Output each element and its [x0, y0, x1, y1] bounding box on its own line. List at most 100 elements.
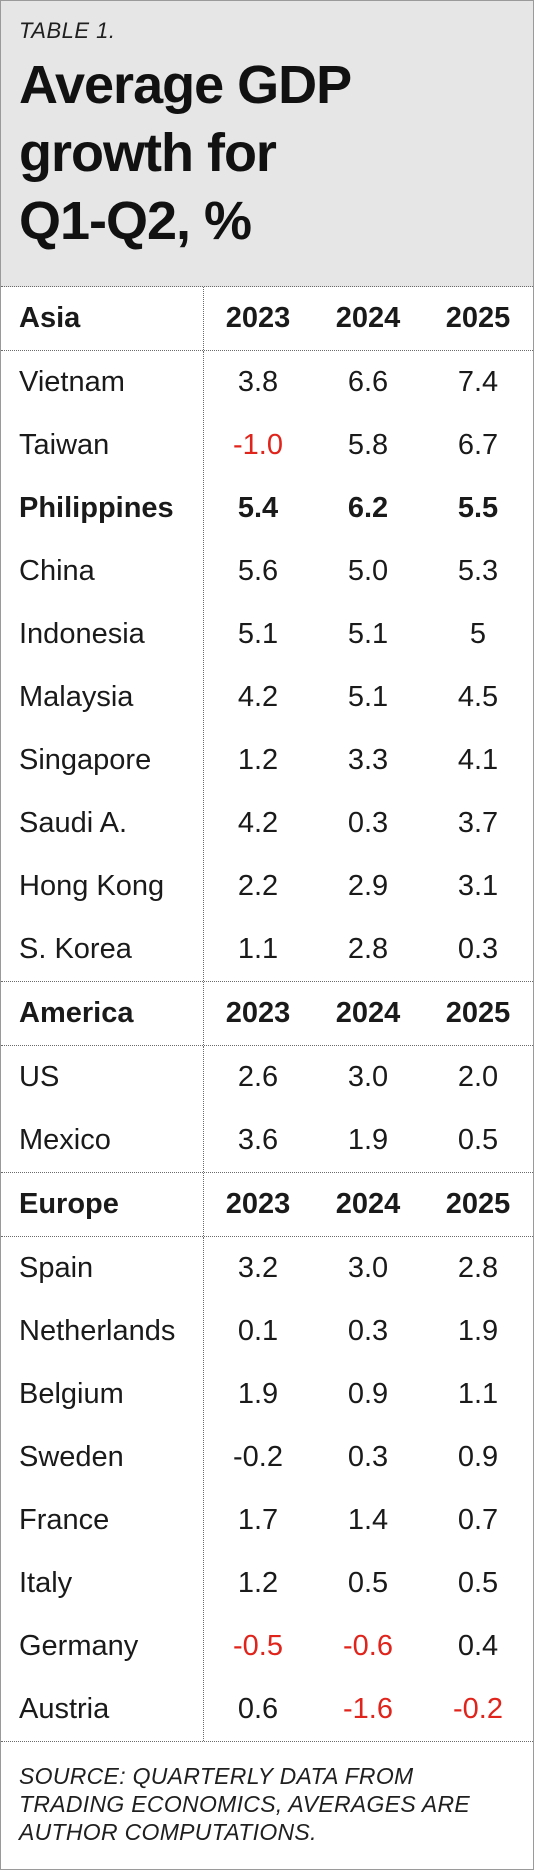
table-header: TABLE 1. Average GDP growth for Q1-Q2, % — [1, 1, 533, 287]
table-row: Germany -0.5 -0.6 0.4 — [1, 1615, 533, 1678]
table-row: Mexico 3.6 1.9 0.5 — [1, 1109, 533, 1172]
value-cell: 1.2 — [237, 1567, 279, 1599]
country-name: Belgium — [19, 1378, 124, 1410]
section-body: Spain 3.2 3.0 2.8 Netherlands 0.1 0.3 1.… — [1, 1237, 533, 1741]
table-row: France 1.7 1.4 0.7 — [1, 1489, 533, 1552]
value-cell: 3.7 — [457, 807, 499, 839]
country-name: Singapore — [19, 744, 152, 776]
country-name: US — [19, 1061, 60, 1093]
value-cell: 0.9 — [347, 1378, 389, 1410]
table-row: Indonesia 5.1 5.1 5 — [1, 603, 533, 666]
country-name: Germany — [19, 1630, 139, 1662]
country-name: Hong Kong — [19, 870, 165, 902]
year-header: 2023 — [225, 302, 291, 334]
value-cell: 3.1 — [457, 870, 499, 902]
country-name: China — [19, 555, 95, 587]
table-row: Italy 1.2 0.5 0.5 — [1, 1552, 533, 1615]
value-cell: 0.5 — [457, 1124, 499, 1156]
country-name: Mexico — [19, 1124, 111, 1156]
column-divider — [203, 982, 204, 1045]
value-cell: 2.9 — [347, 870, 389, 902]
section-name: Europe — [19, 1188, 119, 1220]
table-row: Vietnam 3.8 6.6 7.4 — [1, 351, 533, 414]
value-cell: 3.3 — [347, 744, 389, 776]
country-name: Vietnam — [19, 366, 125, 398]
value-cell: 0.9 — [457, 1441, 499, 1473]
country-name: Netherlands — [19, 1315, 176, 1347]
table-title: Average GDP growth for Q1-Q2, % — [19, 51, 515, 255]
column-divider — [203, 287, 204, 350]
value-cell: 5.6 — [237, 555, 279, 587]
title-line: Average GDP — [19, 55, 352, 115]
country-name: Austria — [19, 1693, 110, 1725]
value-cell: 0.5 — [347, 1567, 389, 1599]
value-cell: 0.3 — [457, 933, 499, 965]
section-europe: Europe 2023 2024 2025 Spain 3.2 3.0 2.8 … — [1, 1173, 533, 1742]
table-row: China 5.6 5.0 5.3 — [1, 540, 533, 603]
table-row-highlighted: Philippines 5.4 6.2 5.5 — [1, 477, 533, 540]
value-cell: 0.1 — [237, 1315, 279, 1347]
value-cell: 1.9 — [457, 1315, 499, 1347]
title-line: Q1-Q2, % — [19, 191, 252, 251]
value-cell: 0.7 — [457, 1504, 499, 1536]
value-cell-negative: -1.0 — [233, 429, 283, 461]
value-cell: 5.8 — [347, 429, 389, 461]
table-row: Singapore 1.2 3.3 4.1 — [1, 729, 533, 792]
country-name: Sweden — [19, 1441, 124, 1473]
value-cell: 4.1 — [457, 744, 499, 776]
value-cell: 6.2 — [347, 492, 389, 524]
country-name: Philippines — [19, 492, 174, 524]
value-cell: 6.7 — [457, 429, 499, 461]
value-cell: 2.0 — [457, 1061, 499, 1093]
value-cell: 6.6 — [347, 366, 389, 398]
year-header: 2024 — [335, 997, 401, 1029]
column-divider — [203, 1173, 204, 1236]
column-divider — [203, 1046, 204, 1172]
year-header: 2025 — [445, 997, 511, 1029]
column-divider — [203, 1237, 204, 1741]
country-name: Malaysia — [19, 681, 134, 713]
value-cell: 1.9 — [237, 1378, 279, 1410]
value-cell: 7.4 — [457, 366, 499, 398]
value-cell: 2.6 — [237, 1061, 279, 1093]
year-header: 2025 — [445, 302, 511, 334]
value-cell: 1.4 — [347, 1504, 389, 1536]
year-header: 2025 — [445, 1188, 511, 1220]
value-cell: 0.3 — [347, 1315, 389, 1347]
value-cell-negative: -1.6 — [343, 1693, 393, 1725]
value-cell: 5.5 — [457, 492, 499, 524]
year-header: 2024 — [335, 302, 401, 334]
table-row: Belgium 1.9 0.9 1.1 — [1, 1363, 533, 1426]
table-row: Spain 3.2 3.0 2.8 — [1, 1237, 533, 1300]
country-name: Italy — [19, 1567, 73, 1599]
table-row: Taiwan -1.0 5.8 6.7 — [1, 414, 533, 477]
country-name: Taiwan — [19, 429, 110, 461]
column-divider — [203, 351, 204, 981]
value-cell: 3.0 — [347, 1252, 389, 1284]
value-cell: 5 — [469, 618, 487, 650]
section-body: US 2.6 3.0 2.0 Mexico 3.6 1.9 0.5 — [1, 1046, 533, 1172]
section-name: America — [19, 997, 134, 1029]
value-cell: 1.7 — [237, 1504, 279, 1536]
value-cell: 4.2 — [237, 681, 279, 713]
value-cell-negative: -0.2 — [453, 1693, 503, 1725]
value-cell: 5.0 — [347, 555, 389, 587]
value-cell: 3.0 — [347, 1061, 389, 1093]
value-cell-negative: -0.6 — [343, 1630, 393, 1662]
section-name: Asia — [19, 302, 81, 334]
section-america: America 2023 2024 2025 US 2.6 3.0 2.0 Me… — [1, 982, 533, 1173]
value-cell: 3.2 — [237, 1252, 279, 1284]
value-cell: 3.6 — [237, 1124, 279, 1156]
value-cell: 0.4 — [457, 1630, 499, 1662]
value-cell: 0.6 — [237, 1693, 279, 1725]
section-header-row: Asia 2023 2024 2025 — [1, 287, 533, 351]
country-name: Saudi A. — [19, 807, 128, 839]
table-row: Austria 0.6 -1.6 -0.2 — [1, 1678, 533, 1741]
section-asia: Asia 2023 2024 2025 Vietnam 3.8 6.6 7.4 … — [1, 287, 533, 982]
year-header: 2023 — [225, 997, 291, 1029]
value-cell: 1.9 — [347, 1124, 389, 1156]
table-row: Sweden -0.2 0.3 0.9 — [1, 1426, 533, 1489]
country-name: Spain — [19, 1252, 94, 1284]
value-cell: 3.8 — [237, 366, 279, 398]
